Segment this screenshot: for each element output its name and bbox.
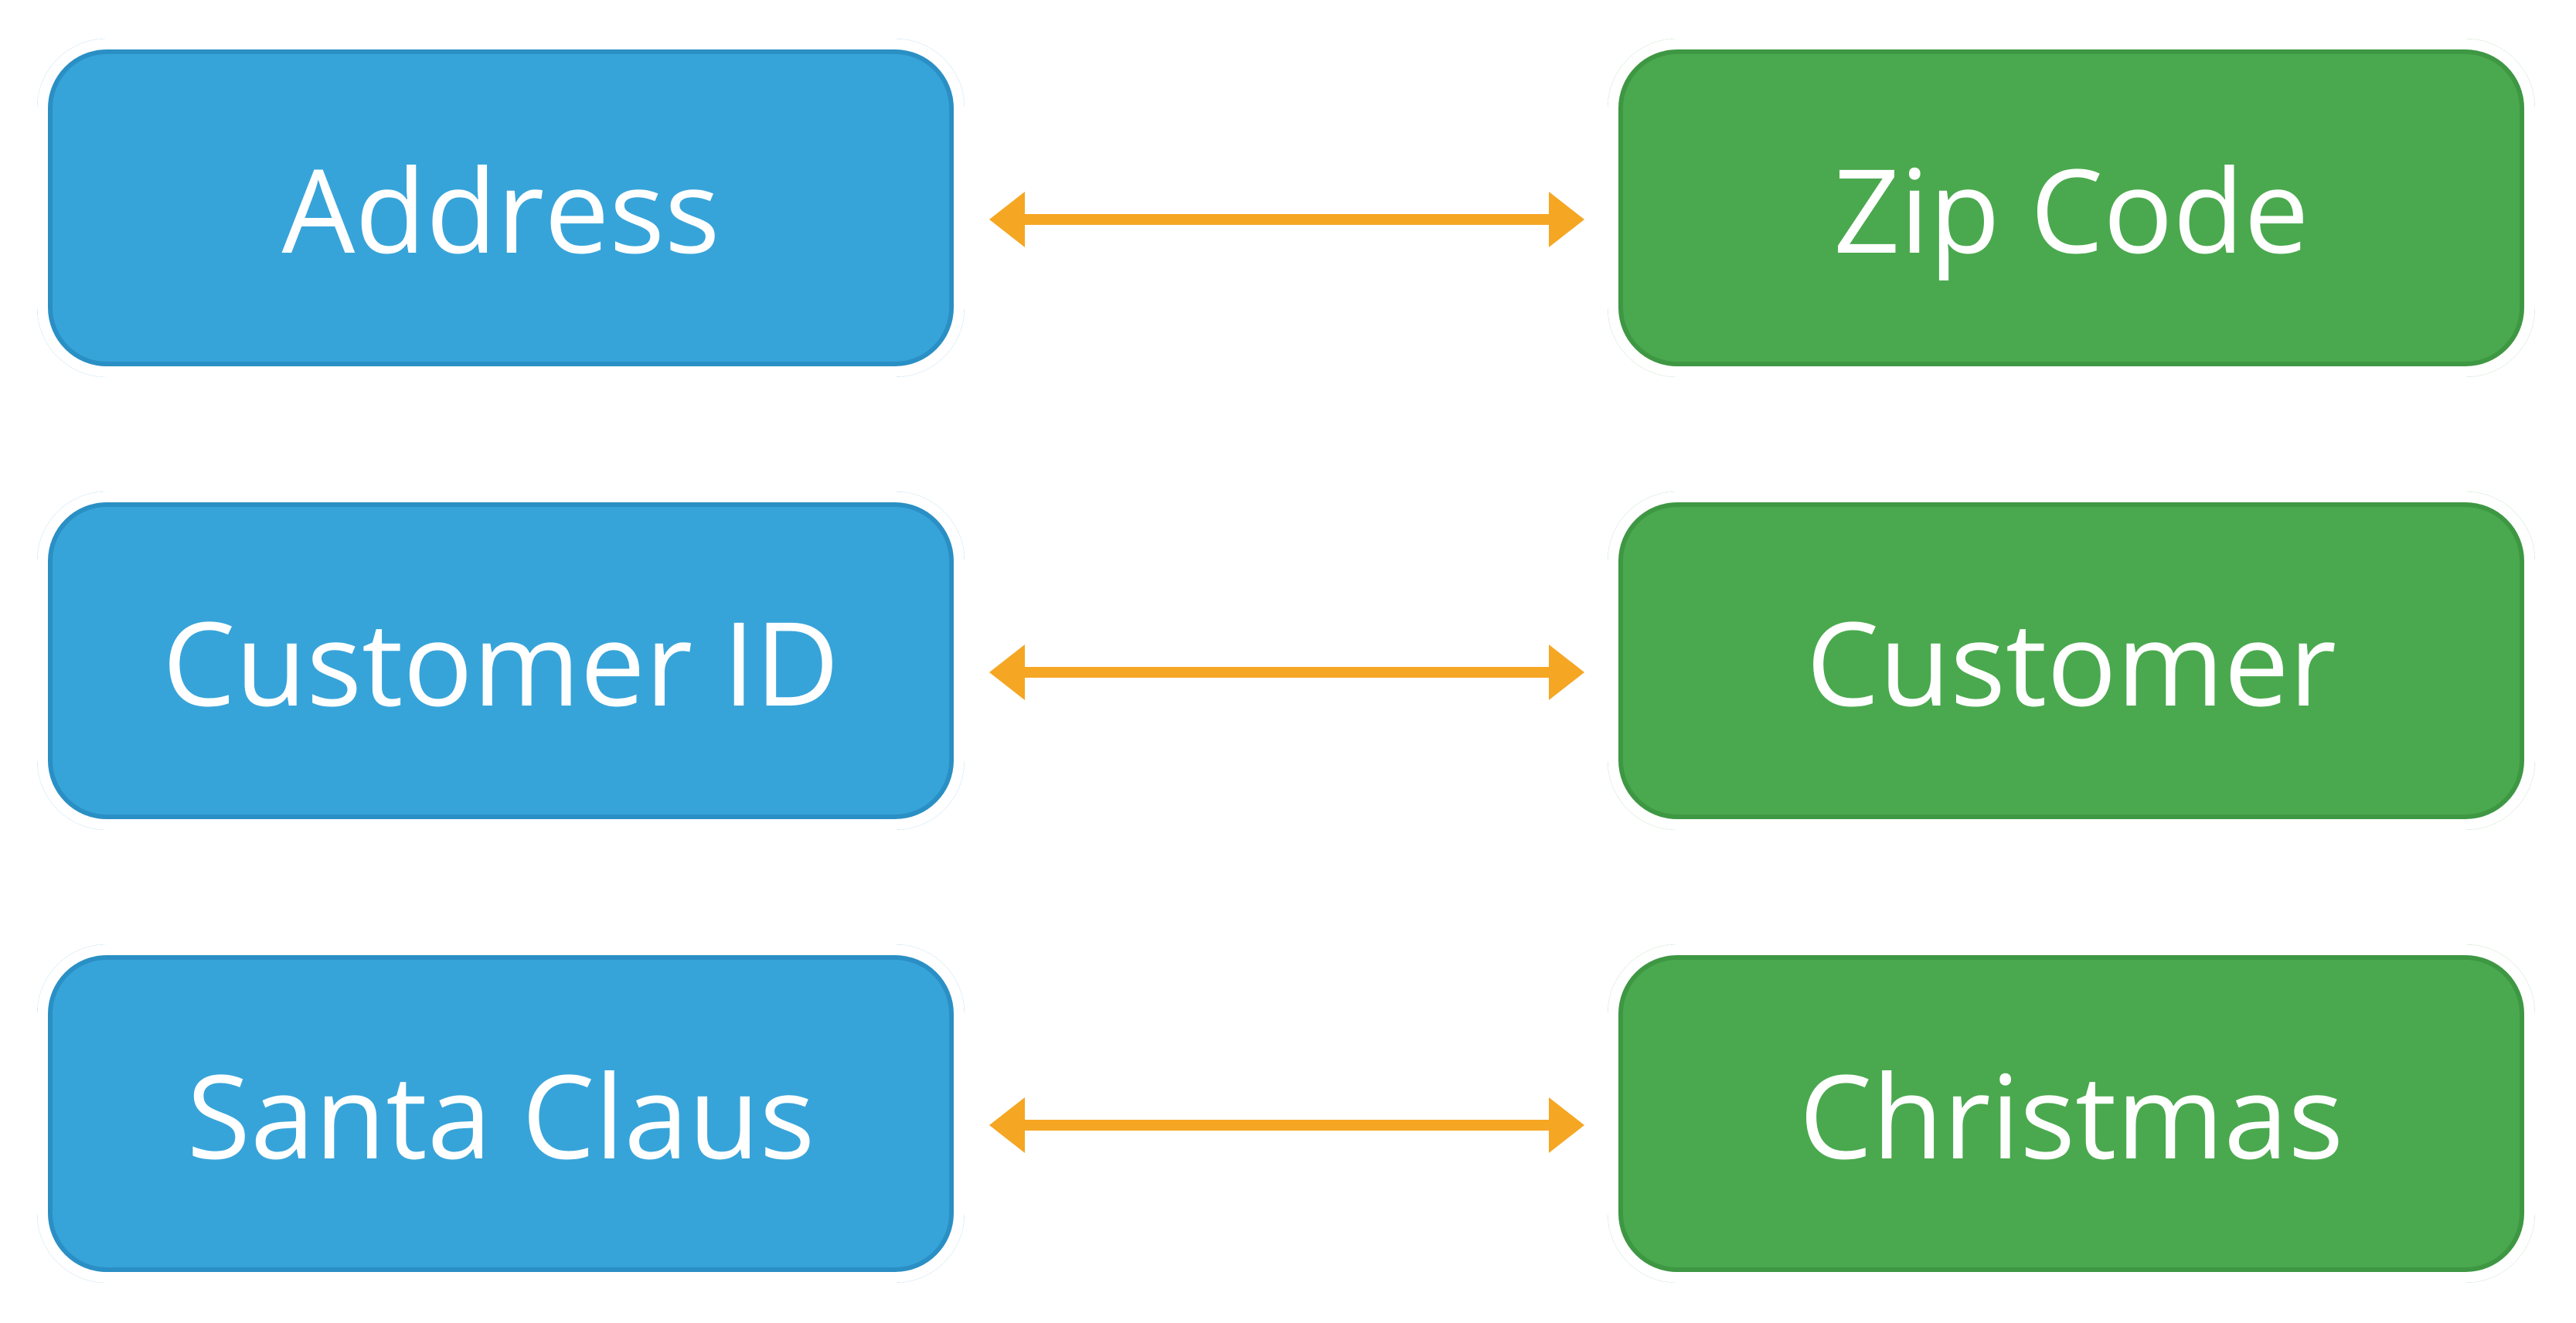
arrow-santa-christmas [989,1094,1584,1156]
arrow-line [1025,1120,1549,1131]
node-label: Address [282,129,720,287]
arrow-line [1025,667,1549,678]
node-label: Santa Claus [187,1035,815,1192]
node-label: Customer ID [162,582,839,740]
arrow-head-left-icon [989,192,1025,247]
node-customer-id: Customer ID [37,491,965,830]
arrow-head-left-icon [989,1097,1025,1153]
diagram-canvas: Address Zip Code Customer ID Customer Sa… [0,0,2576,1323]
node-label: Zip Code [1833,129,2309,287]
node-santa-claus: Santa Claus [37,944,965,1283]
arrow-customerid-customer [989,641,1584,703]
arrow-head-left-icon [989,644,1025,700]
node-address: Address [37,39,965,377]
arrow-head-right-icon [1549,1097,1584,1153]
arrow-head-right-icon [1549,644,1584,700]
arrow-head-right-icon [1549,192,1584,247]
arrow-address-zipcode [989,189,1584,250]
node-christmas: Christmas [1608,944,2535,1283]
arrow-line [1025,214,1549,225]
node-zip-code: Zip Code [1608,39,2535,377]
node-customer: Customer [1608,491,2535,830]
node-label: Christmas [1799,1035,2343,1192]
node-label: Customer [1806,582,2336,740]
